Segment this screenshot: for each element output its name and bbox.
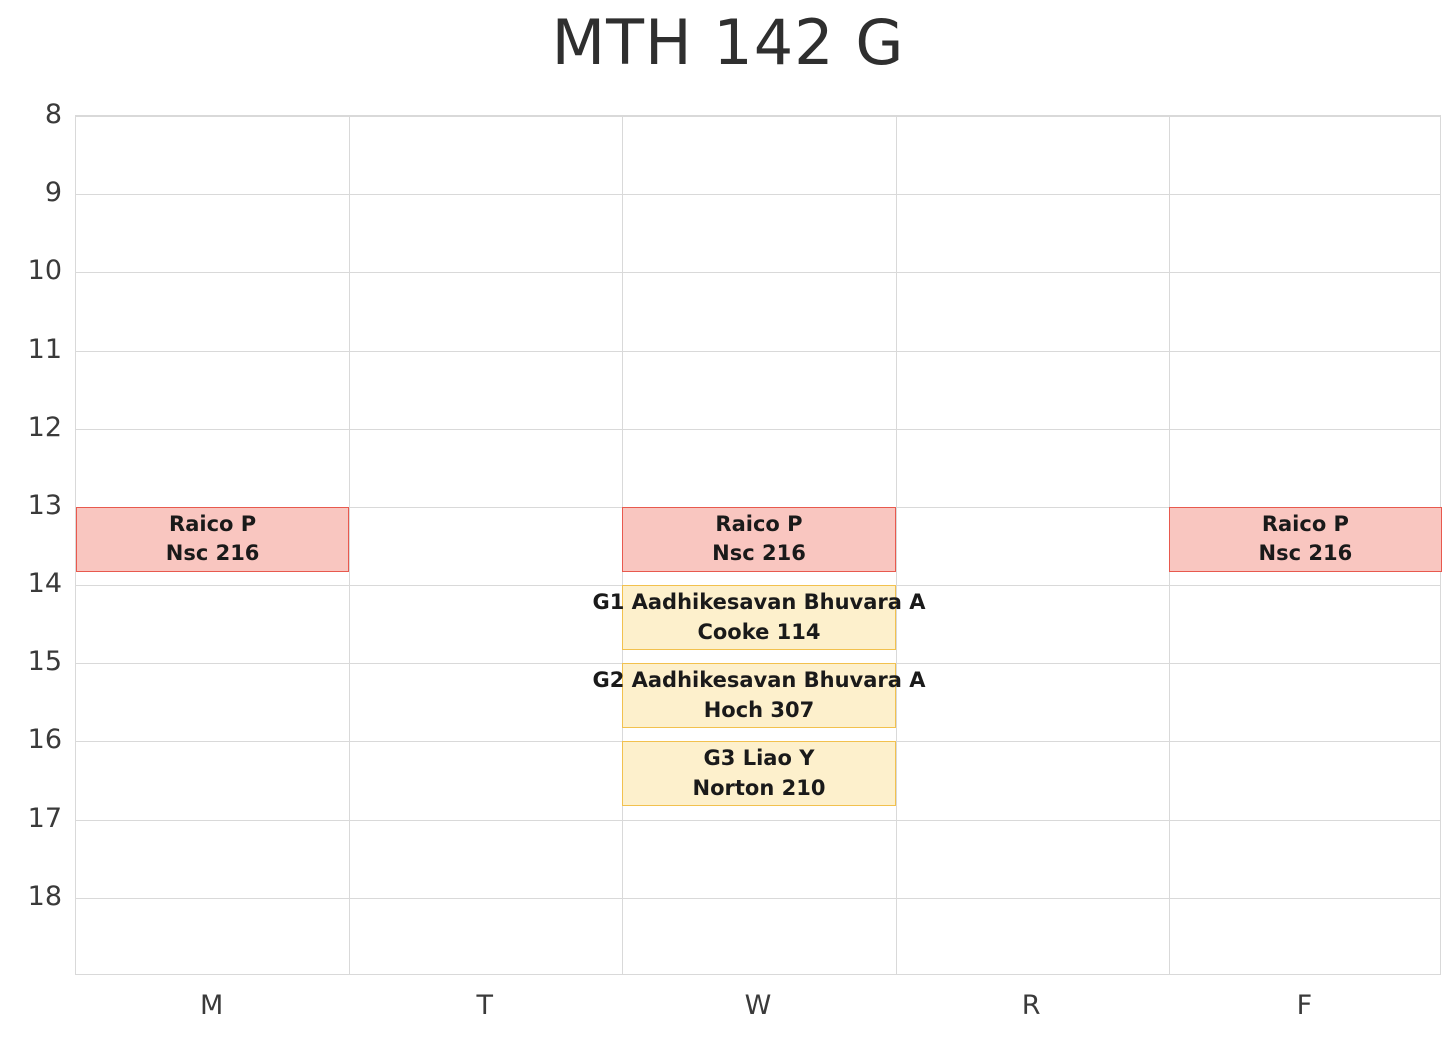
y-tick-label: 17	[27, 802, 62, 834]
hour-gridline	[76, 897, 1440, 899]
y-tick-label: 13	[27, 489, 62, 521]
y-tick-label: 9	[44, 177, 62, 209]
event-location: Nsc 216	[712, 541, 806, 566]
event-instructor: Raico P	[169, 511, 257, 536]
x-tick-label-W: W	[744, 990, 772, 1021]
event-location: Norton 210	[692, 775, 826, 800]
hour-gridline	[76, 272, 1440, 274]
event-block: G1 Aadhikesavan Bhuvara A Cooke 114	[592, 585, 926, 650]
y-tick-label: 10	[27, 255, 62, 287]
plot-area: Raico P Nsc 216 Raico P Nsc 216 Raico P Nsc 2…	[75, 115, 1442, 975]
x-tick-label-T: T	[476, 990, 494, 1021]
event-instructor: Raico P	[715, 511, 803, 536]
event-location: Cooke 114	[697, 619, 821, 644]
hour-gridline	[76, 428, 1440, 430]
event-location: Nsc 216	[1258, 541, 1353, 566]
y-tick-label: 11	[27, 333, 62, 365]
y-axis: 8 9 10 11 12 13 14 15 16 17 18	[0, 99, 62, 975]
hour-gridline	[76, 194, 1440, 196]
hour-gridline	[76, 819, 1440, 821]
event-block: Raico P Nsc 216	[622, 506, 896, 572]
y-tick-label: 15	[27, 646, 62, 678]
hour-gridline	[76, 116, 1440, 117]
event-instructor: G2 Aadhikesavan Bhuvara A	[592, 667, 926, 692]
event-location: Hoch 307	[703, 697, 815, 722]
y-tick-label: 12	[27, 411, 62, 443]
event-location: Nsc 216	[165, 541, 260, 566]
y-tick-label: 14	[27, 567, 62, 599]
y-tick-label: 16	[27, 724, 62, 756]
event-block: Raico P Nsc 216	[1168, 506, 1442, 572]
event-instructor: G3 Liao Y	[703, 746, 815, 771]
y-tick-label: 18	[27, 880, 62, 912]
y-tick-label: 8	[44, 98, 62, 130]
day-gridline	[895, 116, 897, 974]
event-instructor: Raico P	[1261, 511, 1349, 536]
x-tick-label-M: M	[199, 990, 224, 1021]
event-block: Raico P Nsc 216	[76, 506, 350, 572]
chart-title: MTH 142 G	[551, 6, 905, 79]
x-tick-label-F: F	[1296, 990, 1313, 1021]
hour-gridline	[76, 350, 1440, 352]
event-block: G3 Liao Y Norton 210	[622, 741, 896, 807]
day-gridline	[349, 116, 351, 974]
event-instructor: G1 Aadhikesavan Bhuvara A	[592, 589, 926, 614]
event-block: G2 Aadhikesavan Bhuvara A Hoch 307	[592, 663, 926, 729]
x-tick-label-R: R	[1021, 990, 1041, 1021]
